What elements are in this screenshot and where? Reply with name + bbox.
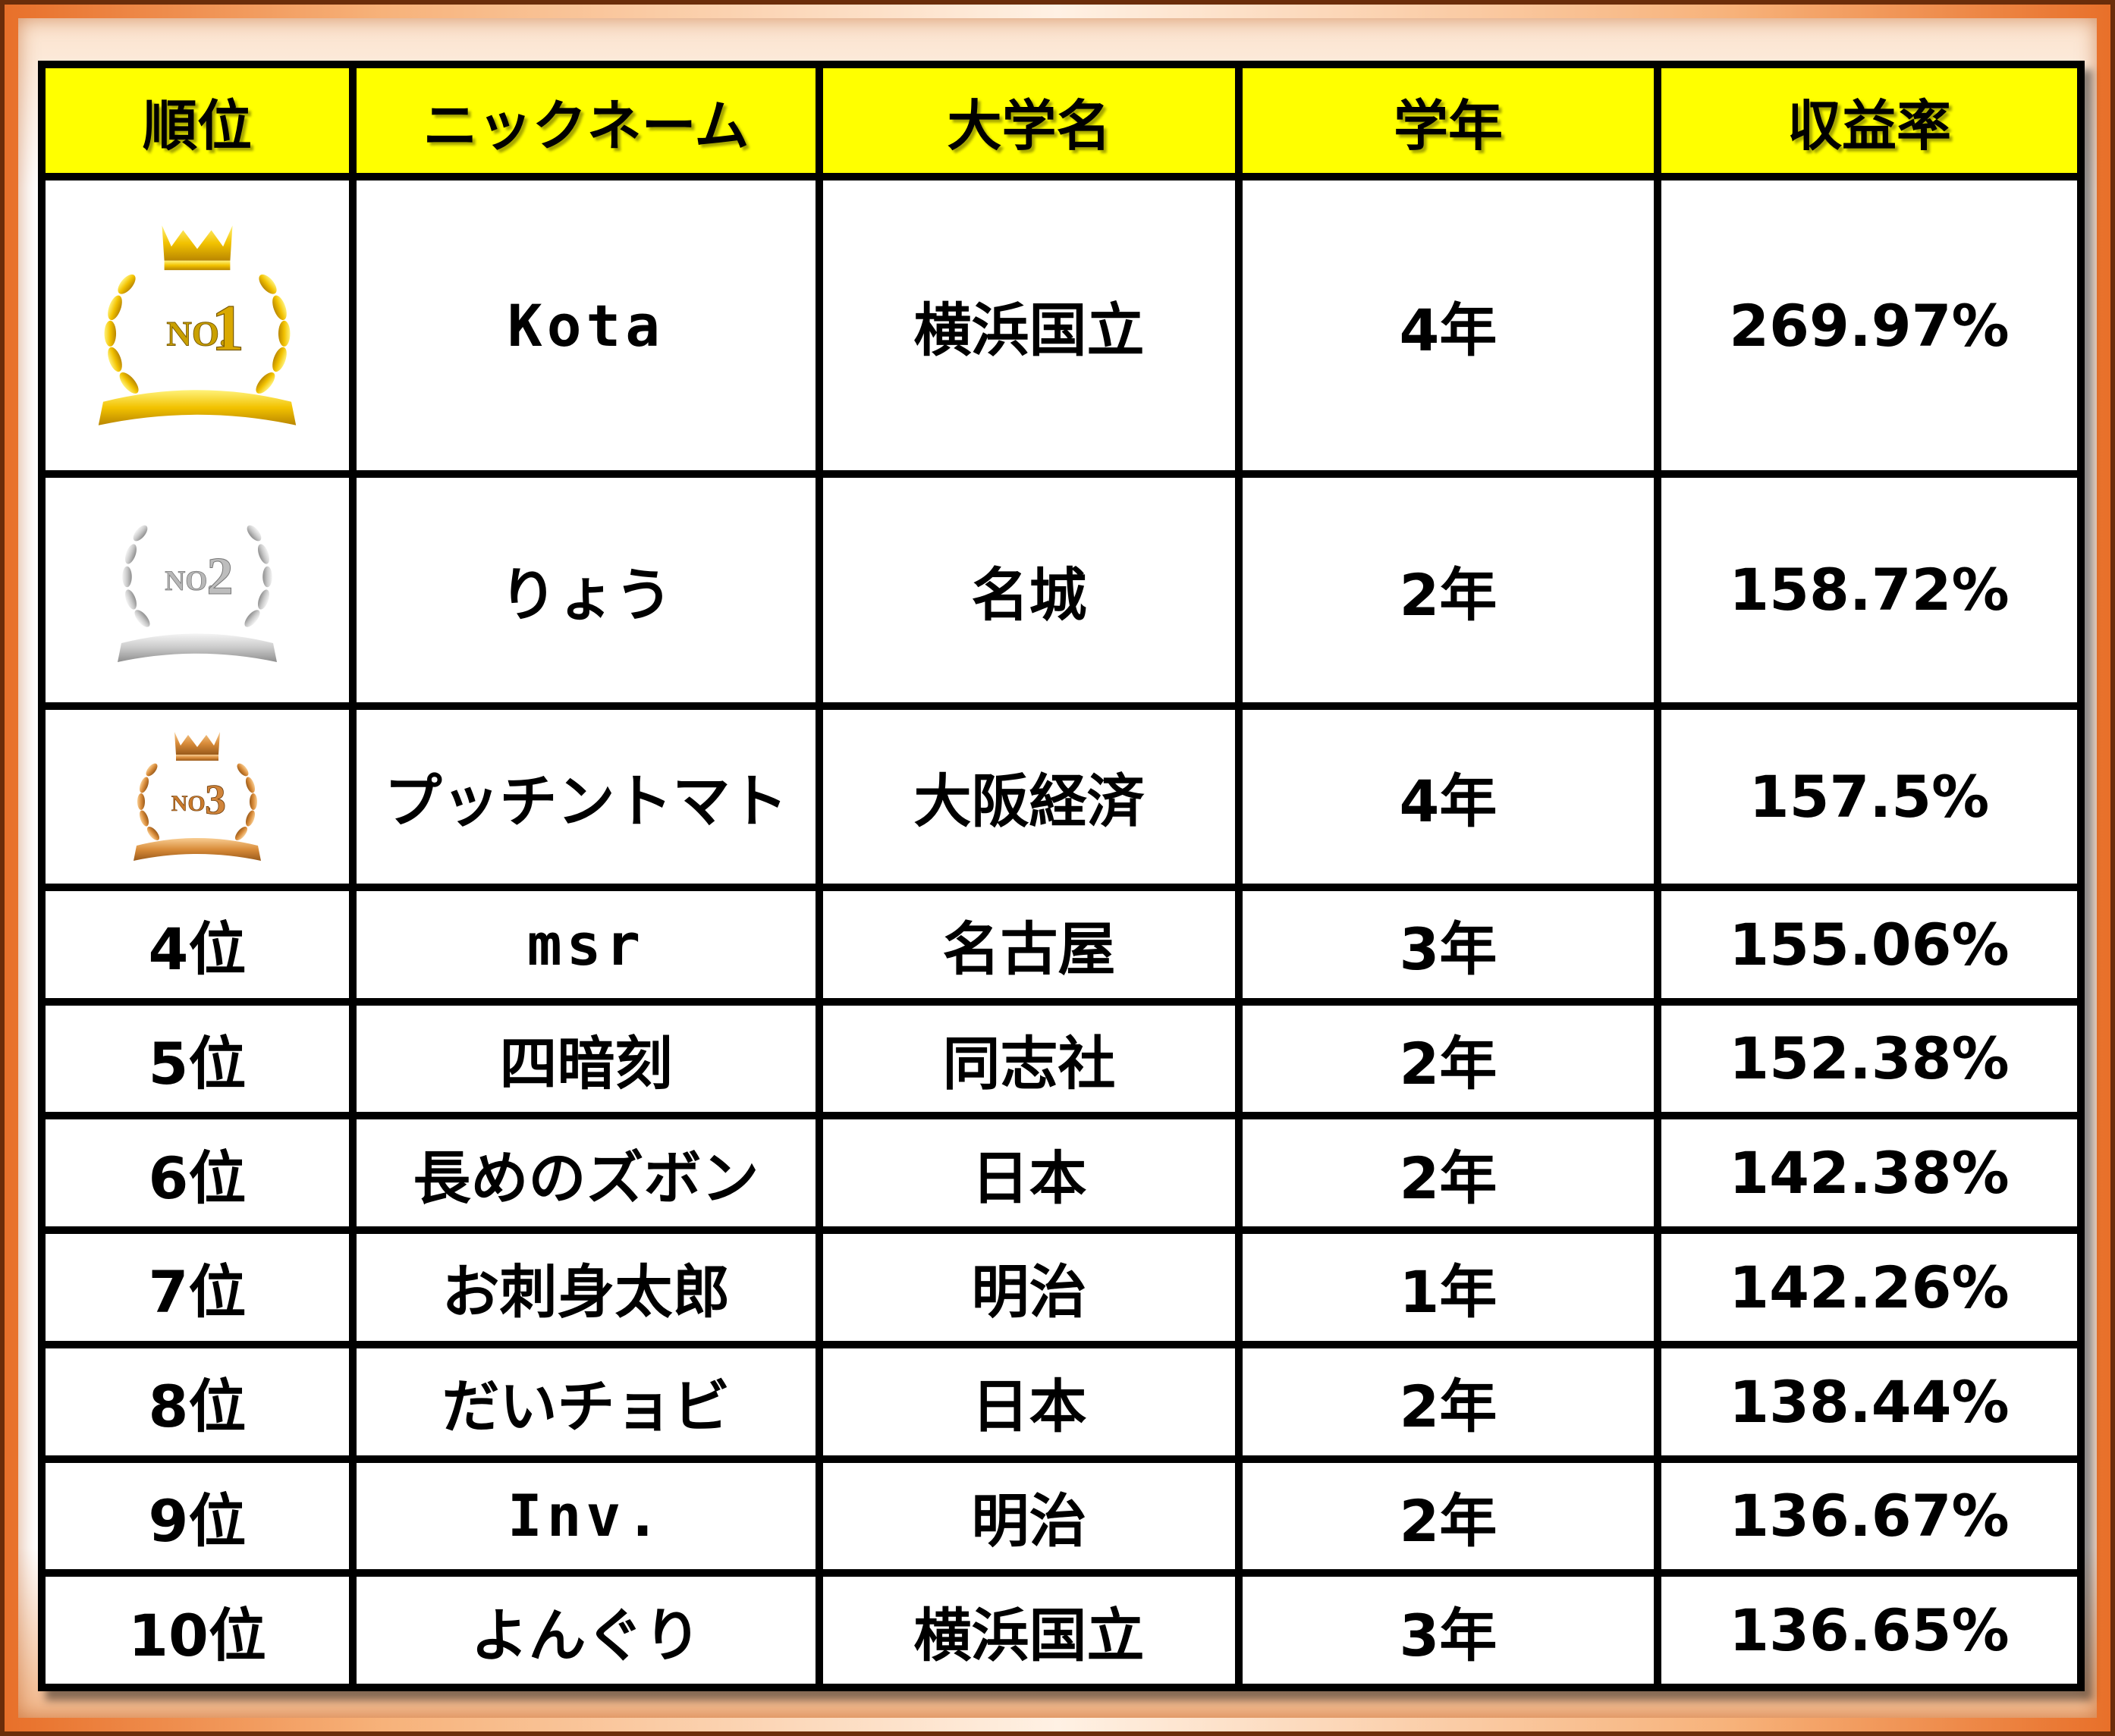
nickname-cell: りょう	[349, 470, 823, 710]
university-cell: 明治	[816, 1455, 1243, 1577]
nickname-cell: Kota	[349, 172, 823, 479]
medal-number: 1	[212, 292, 244, 365]
university-cell: 日本	[816, 1112, 1243, 1235]
year-cell: 4年	[1235, 702, 1661, 891]
table-row: 6位 長めのズボン 日本 2年 142.38%	[38, 1112, 2085, 1235]
return-cell: 142.38%	[1654, 1112, 2085, 1235]
rank-cell: 6位	[38, 1112, 357, 1235]
return-cell: 269.97%	[1654, 172, 2085, 479]
nickname-cell: よんぐり	[349, 1569, 823, 1691]
rank-cell: 5位	[38, 997, 357, 1120]
nickname-cell: Inv.	[349, 1455, 823, 1577]
table-row: NO. 3 プッチントマト 大阪経済 4年 157.5%	[38, 702, 2085, 891]
nickname-cell: 長めのズボン	[349, 1112, 823, 1235]
university-cell: 大阪経済	[816, 702, 1243, 891]
return-cell: 142.26%	[1654, 1226, 2085, 1348]
year-cell: 2年	[1235, 470, 1661, 710]
return-cell: 155.06%	[1654, 883, 2085, 1006]
silver-medal-icon: NO. 2	[118, 525, 277, 662]
university-cell: 名城	[816, 470, 1243, 710]
table-row: NO. 1 Kota 横浜国立 4年 269.97%	[38, 172, 2085, 479]
year-cell: 3年	[1235, 883, 1661, 1006]
rank-cell: 7位	[38, 1226, 357, 1348]
medal-label: NO.	[171, 791, 212, 816]
rank-cell: 10位	[38, 1569, 357, 1691]
ranking-table: 順位 ニックネーム 大学名 学年 収益率	[38, 61, 2085, 1691]
rank-cell: 9位	[38, 1455, 357, 1577]
medal-label: NO.	[166, 315, 228, 353]
table-row: 8位 だいチョビ 日本 2年 138.44%	[38, 1340, 2085, 1463]
medal-label: NO.	[165, 566, 215, 597]
return-cell: 158.72%	[1654, 470, 2085, 710]
medal-number: 3	[205, 777, 226, 824]
university-cell: 日本	[816, 1340, 1243, 1463]
rank-cell: NO. 2	[38, 470, 357, 710]
university-cell: 横浜国立	[816, 1569, 1243, 1691]
university-cell: 同志社	[816, 997, 1243, 1120]
medal-number: 2	[207, 548, 234, 606]
gold-medal-icon: NO. 1	[98, 225, 297, 425]
table-row: 9位 Inv. 明治 2年 136.67%	[38, 1455, 2085, 1577]
return-cell: 157.5%	[1654, 702, 2085, 891]
header-rank: 順位	[38, 61, 357, 181]
rank-cell: 4位	[38, 883, 357, 1006]
header-return: 収益率	[1654, 61, 2085, 181]
year-cell: 2年	[1235, 1340, 1661, 1463]
table-row: NO. 2 りょう 名城 2年 158.72%	[38, 470, 2085, 710]
return-cell: 136.67%	[1654, 1455, 2085, 1577]
header-year: 学年	[1235, 61, 1661, 181]
return-cell: 138.44%	[1654, 1340, 2085, 1463]
header-university: 大学名	[816, 61, 1243, 181]
table-row: 4位 msr 名古屋 3年 155.06%	[38, 883, 2085, 1006]
return-cell: 152.38%	[1654, 997, 2085, 1120]
year-cell: 1年	[1235, 1226, 1661, 1348]
year-cell: 2年	[1235, 1112, 1661, 1235]
header-row: 順位 ニックネーム 大学名 学年 収益率	[38, 61, 2085, 181]
year-cell: 4年	[1235, 172, 1661, 479]
rank-cell: NO. 3	[38, 702, 357, 891]
rank-cell: 8位	[38, 1340, 357, 1463]
rank-cell: NO. 1	[38, 172, 357, 479]
nickname-cell: お刺身太郎	[349, 1226, 823, 1348]
bronze-medal-icon: NO. 3	[134, 732, 261, 862]
year-cell: 3年	[1235, 1569, 1661, 1691]
nickname-cell: プッチントマト	[349, 702, 823, 891]
year-cell: 2年	[1235, 1455, 1661, 1577]
nickname-cell: だいチョビ	[349, 1340, 823, 1463]
university-cell: 明治	[816, 1226, 1243, 1348]
university-cell: 横浜国立	[816, 172, 1243, 479]
university-cell: 名古屋	[816, 883, 1243, 1006]
nickname-cell: 四暗刻	[349, 997, 823, 1120]
year-cell: 2年	[1235, 997, 1661, 1120]
header-nickname: ニックネーム	[349, 61, 823, 181]
nickname-cell: msr	[349, 883, 823, 1006]
table-row: 5位 四暗刻 同志社 2年 152.38%	[38, 997, 2085, 1120]
table-row: 10位 よんぐり 横浜国立 3年 136.65%	[38, 1569, 2085, 1691]
return-cell: 136.65%	[1654, 1569, 2085, 1691]
table-row: 7位 お刺身太郎 明治 1年 142.26%	[38, 1226, 2085, 1348]
